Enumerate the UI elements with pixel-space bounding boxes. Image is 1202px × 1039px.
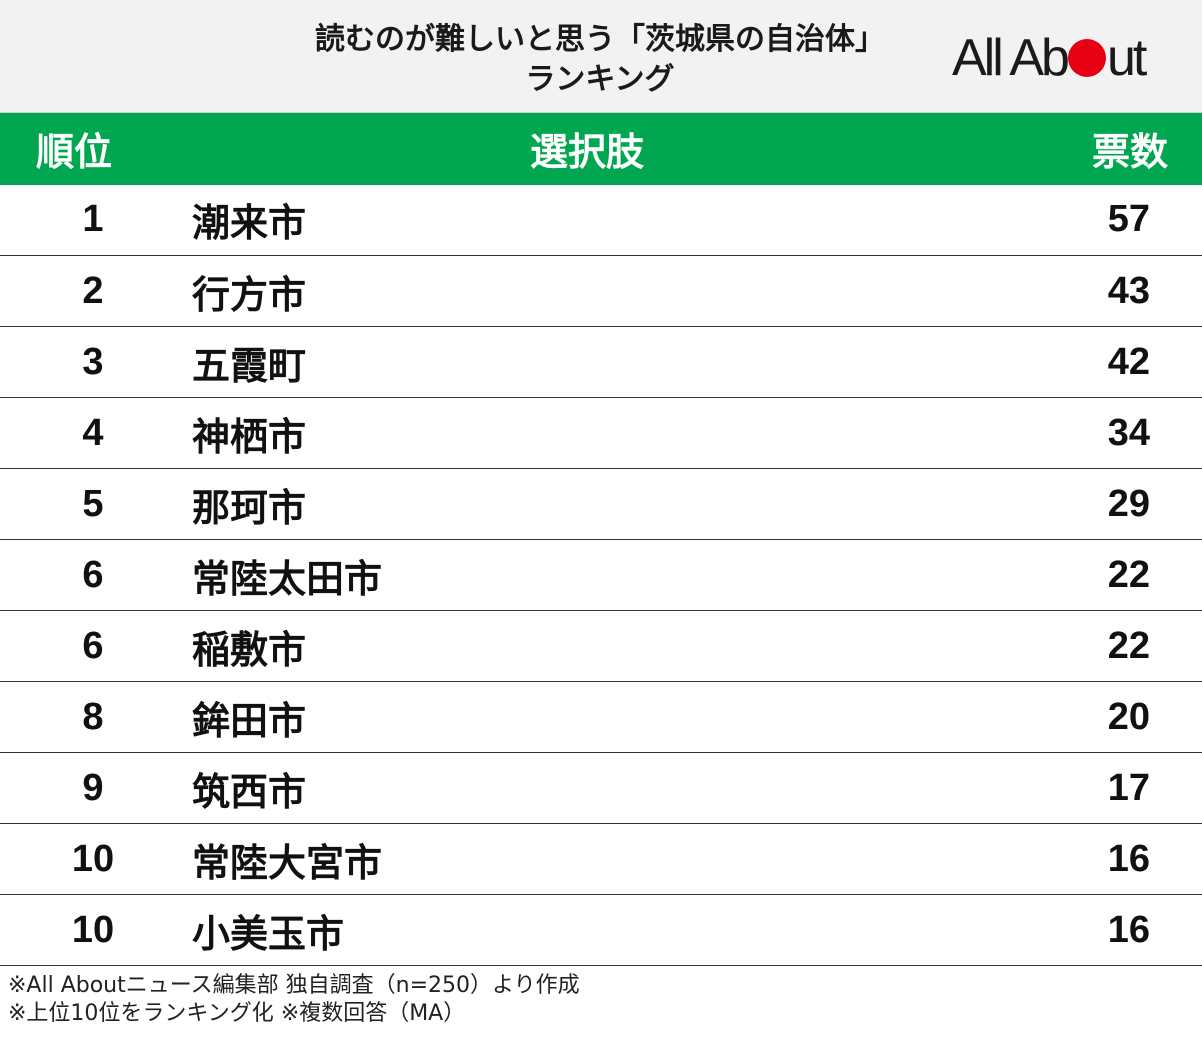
choice-cell: 行方市 — [186, 255, 988, 327]
table-body: 1 潮来市 57 2 行方市 43 3 五霞町 42 4 神栖市 34 5 那珂市 29 6 常陸太田市 22 6 稲… — [0, 184, 1202, 966]
table-row: 4 神栖市 34 — [0, 397, 1202, 469]
choice-cell: 常陸大宮市 — [186, 823, 988, 895]
table-row: 3 五霞町 42 — [0, 326, 1202, 398]
column-header-choice: 選択肢 — [186, 112, 988, 185]
table-row: 10 常陸大宮市 16 — [0, 823, 1202, 895]
choice-cell: 神栖市 — [186, 397, 988, 469]
table-row: 6 常陸太田市 22 — [0, 539, 1202, 611]
chart-title-line2: ランキング — [525, 62, 675, 97]
table-row: 1 潮来市 57 — [0, 184, 1202, 256]
choice-cell: 潮来市 — [186, 184, 988, 256]
rank-cell: 10 — [0, 823, 186, 895]
table-row: 5 那珂市 29 — [0, 468, 1202, 540]
allabout-logo: All Ab ut — [952, 29, 1147, 87]
footnote-method: ※上位10位をランキング化 ※複数回答（MA） — [8, 1001, 466, 1026]
votes-cell: 34 — [988, 397, 1202, 469]
rank-cell: 6 — [0, 610, 186, 682]
table-header-row: 順位 選択肢 票数 — [0, 112, 1202, 185]
rank-cell: 4 — [0, 397, 186, 469]
logo-red-dot — [1067, 39, 1106, 77]
rank-cell: 10 — [0, 894, 186, 966]
choice-cell: 稲敷市 — [186, 610, 988, 682]
votes-cell: 42 — [988, 326, 1202, 398]
votes-cell: 22 — [988, 610, 1202, 682]
choice-cell: 小美玉市 — [186, 894, 988, 966]
chart-title-line1: 読むのが難しいと思う「茨城県の自治体」 — [315, 22, 885, 57]
rank-cell: 8 — [0, 681, 186, 753]
table-row: 9 筑西市 17 — [0, 752, 1202, 824]
choice-cell: 那珂市 — [186, 468, 988, 540]
rank-cell: 3 — [0, 326, 186, 398]
votes-cell: 22 — [988, 539, 1202, 611]
table-row: 8 鉾田市 20 — [0, 681, 1202, 753]
rank-cell: 5 — [0, 468, 186, 540]
votes-cell: 16 — [988, 894, 1202, 966]
footnotes: ※All Aboutニュース編集部 独自調査（n=250）より作成 ※上位10位… — [0, 966, 1202, 1028]
votes-cell: 43 — [988, 255, 1202, 327]
votes-cell: 57 — [988, 184, 1202, 256]
rank-cell: 6 — [0, 539, 186, 611]
rank-cell: 9 — [0, 752, 186, 824]
choice-cell: 筑西市 — [186, 752, 988, 824]
choice-cell: 鉾田市 — [186, 681, 988, 753]
ranking-table: 順位 選択肢 票数 1 潮来市 57 2 行方市 43 3 五霞町 42 4 神栖市 34 5 那珂市 29… — [0, 112, 1202, 966]
column-header-rank: 順位 — [0, 112, 186, 185]
footnote-source: ※All Aboutニュース編集部 独自調査（n=250）より作成 — [8, 973, 580, 998]
votes-cell: 16 — [988, 823, 1202, 895]
votes-cell: 20 — [988, 681, 1202, 753]
choice-cell: 常陸太田市 — [186, 539, 988, 611]
votes-cell: 17 — [988, 752, 1202, 824]
table-row: 2 行方市 43 — [0, 255, 1202, 327]
table-row: 10 小美玉市 16 — [0, 894, 1202, 966]
rank-cell: 2 — [0, 255, 186, 327]
votes-cell: 29 — [988, 468, 1202, 540]
chart-title: 読むのが難しいと思う「茨城県の自治体」 ランキング — [200, 20, 1000, 100]
table-row: 6 稲敷市 22 — [0, 610, 1202, 682]
rank-cell: 1 — [0, 184, 186, 256]
title-banner: 読むのが難しいと思う「茨城県の自治体」 ランキング All Ab ut — [0, 0, 1202, 112]
choice-cell: 五霞町 — [186, 326, 988, 398]
column-header-votes: 票数 — [988, 112, 1202, 185]
